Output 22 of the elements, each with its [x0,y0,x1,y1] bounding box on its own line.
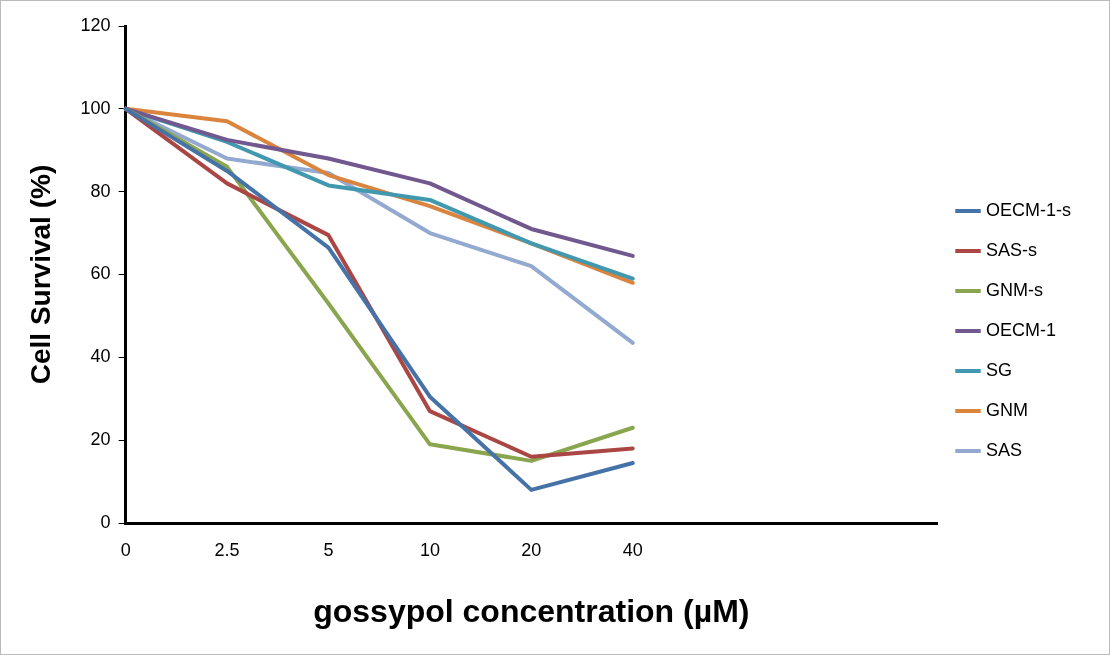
x-tick-label: 40 [622,539,643,560]
y-tick-label: 80 [90,180,111,201]
y-tick-label: 60 [90,263,111,284]
x-tick-label: 0 [120,539,131,560]
legend-label: SG [986,359,1013,380]
x-tick-label: 2.5 [214,539,240,560]
legend-label: SAS-s [986,239,1038,260]
legend-label: GNM [986,399,1028,420]
legend-label: GNM-s [986,279,1043,300]
x-tick-label: 20 [521,539,542,560]
legend-label: OECM-1 [986,319,1057,340]
x-tick-label: 5 [323,539,334,560]
y-tick-label: 40 [90,346,111,367]
y-tick-label: 100 [80,97,111,118]
y-tick-label: 20 [90,429,111,450]
y-axis-title: Cell Survival (%) [24,164,56,385]
y-tick-label: 0 [100,511,111,532]
x-tick-label: 10 [419,539,440,560]
x-axis-title: gossypol concentration (µM) [313,592,750,629]
y-tick-label: 120 [80,14,111,35]
legend-label: SAS [986,439,1023,460]
legend-label: OECM-1-s [986,199,1071,220]
